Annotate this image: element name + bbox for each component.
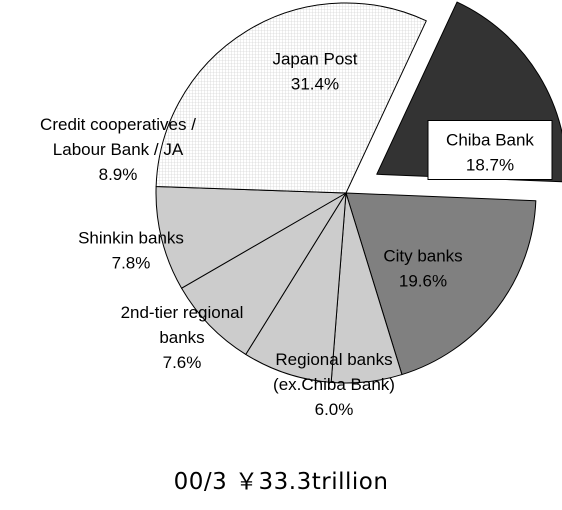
slice-label: Chiba Bank 18.7% <box>427 120 553 180</box>
slice-value-label: 7.8% <box>112 254 151 273</box>
slice-label: City banks 19.6% <box>383 247 462 291</box>
slice-name-label: City banks <box>383 247 462 266</box>
slice-value-label: 6.0% <box>315 400 354 419</box>
label-box <box>427 120 553 180</box>
slices-layer <box>155 1 562 384</box>
slice-value-label: 31.4% <box>291 75 339 94</box>
slice-name-label: Regional banks <box>275 350 392 369</box>
pie-slice <box>345 192 537 376</box>
slice-label: 2nd-tier regional banks 7.6% <box>121 303 244 372</box>
slice-name-label: Chiba Bank <box>446 131 534 150</box>
slice-label: Credit cooperatives / Labour Bank / JA 8.9… <box>40 115 196 184</box>
slice-value-label: 7.6% <box>163 353 202 372</box>
slice-name-label: Shinkin banks <box>78 229 184 248</box>
slice-name-label: (ex.Chiba Bank) <box>273 375 395 394</box>
slice-value-label: 19.6% <box>399 272 447 291</box>
slice-name-label: Credit cooperatives / <box>40 115 196 134</box>
pie-slice <box>155 2 427 194</box>
labels-layer: Chiba Bank 18.7% City banks 19.6% Regional b… <box>40 50 553 419</box>
slice-name-label: banks <box>159 328 204 347</box>
slice-value-label: 8.9% <box>99 165 138 184</box>
slice-value-label: 18.7% <box>466 156 514 175</box>
pie-slice <box>181 192 347 355</box>
slice-label: Regional banks (ex.Chiba Bank) 6.0% <box>273 350 395 419</box>
chart-caption: 00/3 ￥33.3trillion <box>173 469 389 495</box>
slice-label: Shinkin banks 7.8% <box>78 229 184 273</box>
slice-name-label: Japan Post <box>272 50 357 69</box>
slice-label: Japan Post 31.4% <box>272 50 357 94</box>
slice-name-label: 2nd-tier regional <box>121 303 244 322</box>
pie-slice <box>155 186 347 289</box>
slice-name-label: Labour Bank / JA <box>53 140 184 159</box>
